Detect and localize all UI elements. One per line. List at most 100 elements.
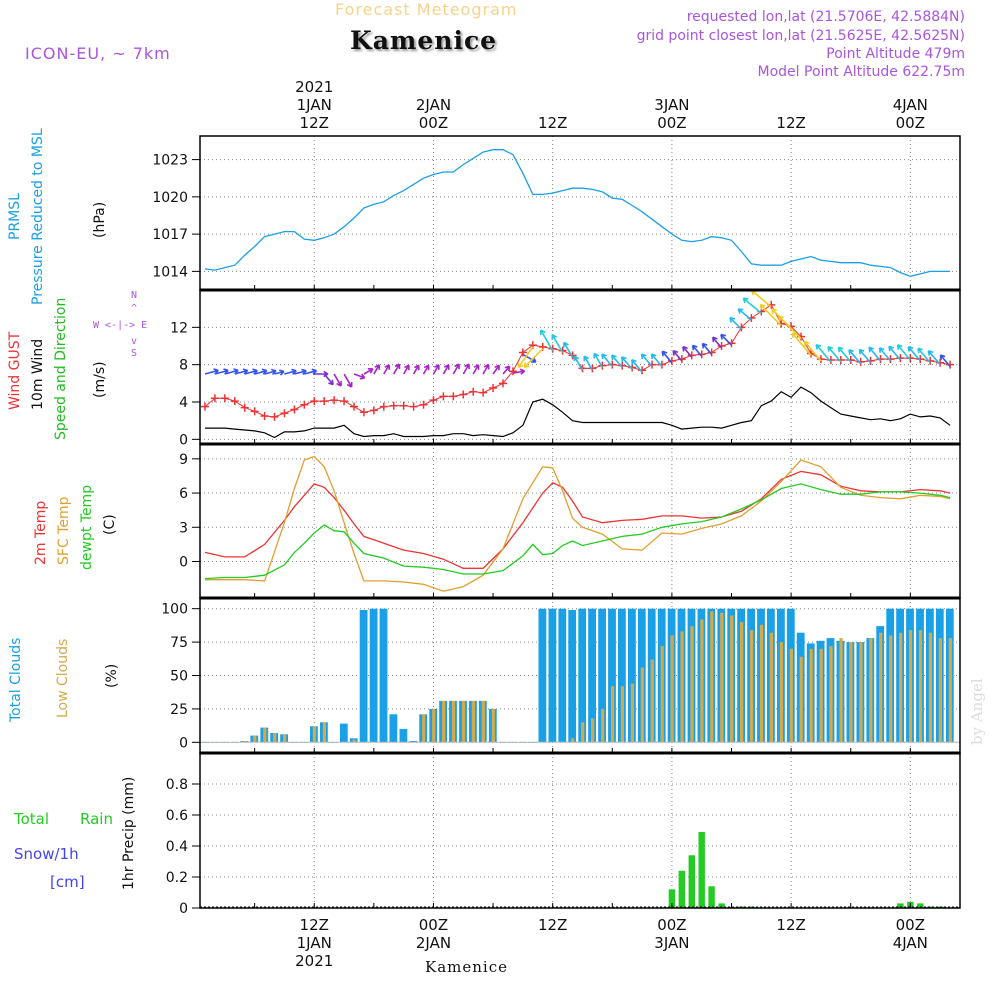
low-clouds-bar bbox=[918, 630, 923, 743]
gust-point bbox=[240, 403, 249, 412]
rain-bar bbox=[678, 870, 685, 908]
gust-point bbox=[280, 409, 289, 418]
low-clouds-bar bbox=[432, 708, 436, 743]
low-clouds-bar bbox=[839, 638, 843, 743]
clouds-ytick-label: 0 bbox=[179, 735, 188, 751]
low-clouds-bar bbox=[571, 738, 575, 743]
low-clouds-bar bbox=[263, 727, 267, 743]
wind-direction-arrow bbox=[927, 349, 941, 366]
gust-point bbox=[826, 356, 835, 364]
temp2m-series-line bbox=[204, 470, 951, 569]
top-time-label: 12Z bbox=[300, 114, 329, 132]
total-clouds-bar bbox=[548, 608, 557, 743]
wind-direction-arrow bbox=[939, 354, 951, 368]
total-clouds-bar bbox=[618, 608, 626, 743]
wind-direction-arrow bbox=[742, 297, 762, 314]
low-clouds-bar bbox=[581, 722, 585, 743]
wind-direction-arrow bbox=[403, 364, 410, 375]
wind-direction-arrow bbox=[294, 368, 307, 375]
gust-point bbox=[508, 367, 517, 376]
gust-point bbox=[618, 361, 627, 370]
wind-ytick-label: 0 bbox=[179, 432, 188, 448]
low-clouds-bar bbox=[680, 631, 684, 743]
low-clouds-bar bbox=[670, 635, 674, 743]
grid-layer bbox=[200, 136, 960, 909]
gust-point bbox=[836, 356, 845, 364]
pressure-ytick-label: 1014 bbox=[152, 264, 188, 280]
footer-location: Kamenice bbox=[425, 958, 508, 976]
low-clouds-bar bbox=[312, 726, 316, 743]
bottom-time-label: 4JAN bbox=[893, 934, 928, 952]
gust-point bbox=[489, 384, 498, 392]
low-clouds-bar bbox=[650, 659, 654, 743]
gust-point bbox=[409, 402, 418, 411]
low-clouds-bar bbox=[759, 624, 764, 743]
wind-ytick-label: 4 bbox=[179, 395, 188, 411]
low-clouds-bar bbox=[461, 700, 466, 743]
bottom-time-label: 00Z bbox=[896, 916, 925, 934]
total-clouds-bar bbox=[558, 608, 567, 743]
data-layer bbox=[200, 149, 960, 908]
gust-point bbox=[707, 348, 716, 357]
wind-direction-arrow bbox=[323, 373, 334, 386]
bottom-time-label: 12Z bbox=[300, 916, 329, 934]
gust-point bbox=[499, 379, 508, 388]
wind-direction-arrow bbox=[778, 315, 802, 340]
clouds-ytick-label: 25 bbox=[170, 702, 188, 718]
low-clouds-bar bbox=[829, 646, 833, 743]
low-clouds-bar bbox=[442, 700, 446, 743]
total-clouds-bar bbox=[578, 608, 587, 743]
low-clouds-bar bbox=[630, 683, 634, 743]
compass-down: v bbox=[131, 336, 138, 347]
gust-point bbox=[628, 363, 637, 372]
bottom-time-label: 1JAN bbox=[297, 934, 332, 952]
wind-direction-arrow bbox=[888, 345, 902, 361]
bottom-time-label: 2021 bbox=[295, 952, 333, 970]
gust-point bbox=[896, 354, 905, 363]
temp-ytick-label: 9 bbox=[179, 452, 188, 468]
low-clouds-bar bbox=[283, 734, 287, 743]
wind-direction-arrow bbox=[650, 353, 663, 368]
wind-direction-arrow bbox=[815, 343, 832, 363]
point-altitude: Point Altitude 479m bbox=[826, 46, 965, 62]
precip-snow-label: Snow/1h bbox=[14, 845, 79, 863]
frame-layer bbox=[192, 135, 961, 909]
gust-point bbox=[220, 394, 229, 403]
gust-point bbox=[449, 392, 458, 401]
gust-point bbox=[369, 406, 378, 415]
total-clouds-bar bbox=[399, 728, 408, 743]
total-clouds-bar bbox=[389, 714, 398, 743]
wind-direction-arrow bbox=[563, 341, 574, 358]
wind-ytick-label: 8 bbox=[179, 358, 188, 374]
gust-point bbox=[419, 400, 428, 409]
gust-point bbox=[916, 355, 925, 364]
wind-direction-arrow bbox=[601, 353, 613, 368]
gust-point bbox=[320, 397, 329, 406]
gust-point bbox=[866, 356, 875, 365]
gust-point bbox=[568, 351, 577, 360]
gust-point bbox=[677, 355, 686, 364]
wind-direction-arrow bbox=[462, 363, 470, 375]
top-time-label: 12Z bbox=[538, 114, 567, 132]
gust-point bbox=[936, 358, 945, 367]
wind-direction-arrow bbox=[472, 364, 480, 375]
precip-cm-label: [cm] bbox=[50, 873, 85, 891]
low-clouds-bar bbox=[491, 708, 495, 743]
gust-point bbox=[946, 360, 955, 369]
wind-direction-arrow bbox=[827, 345, 842, 363]
low-clouds-bar bbox=[352, 739, 356, 743]
wind-direction-arrow bbox=[917, 347, 931, 364]
wind-direction-arrow bbox=[517, 346, 534, 369]
clouds-ytick-label: 50 bbox=[170, 669, 188, 685]
gust-point bbox=[429, 396, 438, 405]
gust-point bbox=[349, 402, 358, 411]
low-clouds-bar bbox=[869, 638, 873, 743]
gust-point bbox=[210, 394, 219, 403]
wind-direction-arrow bbox=[244, 368, 258, 375]
wind-direction-arrow bbox=[611, 354, 623, 369]
wind-direction-arrow bbox=[682, 345, 693, 358]
wind-direction-arrow bbox=[868, 346, 882, 362]
compass-row: W <-|-> E bbox=[93, 320, 148, 331]
rain-bar bbox=[688, 855, 695, 908]
gust-point bbox=[846, 356, 855, 364]
